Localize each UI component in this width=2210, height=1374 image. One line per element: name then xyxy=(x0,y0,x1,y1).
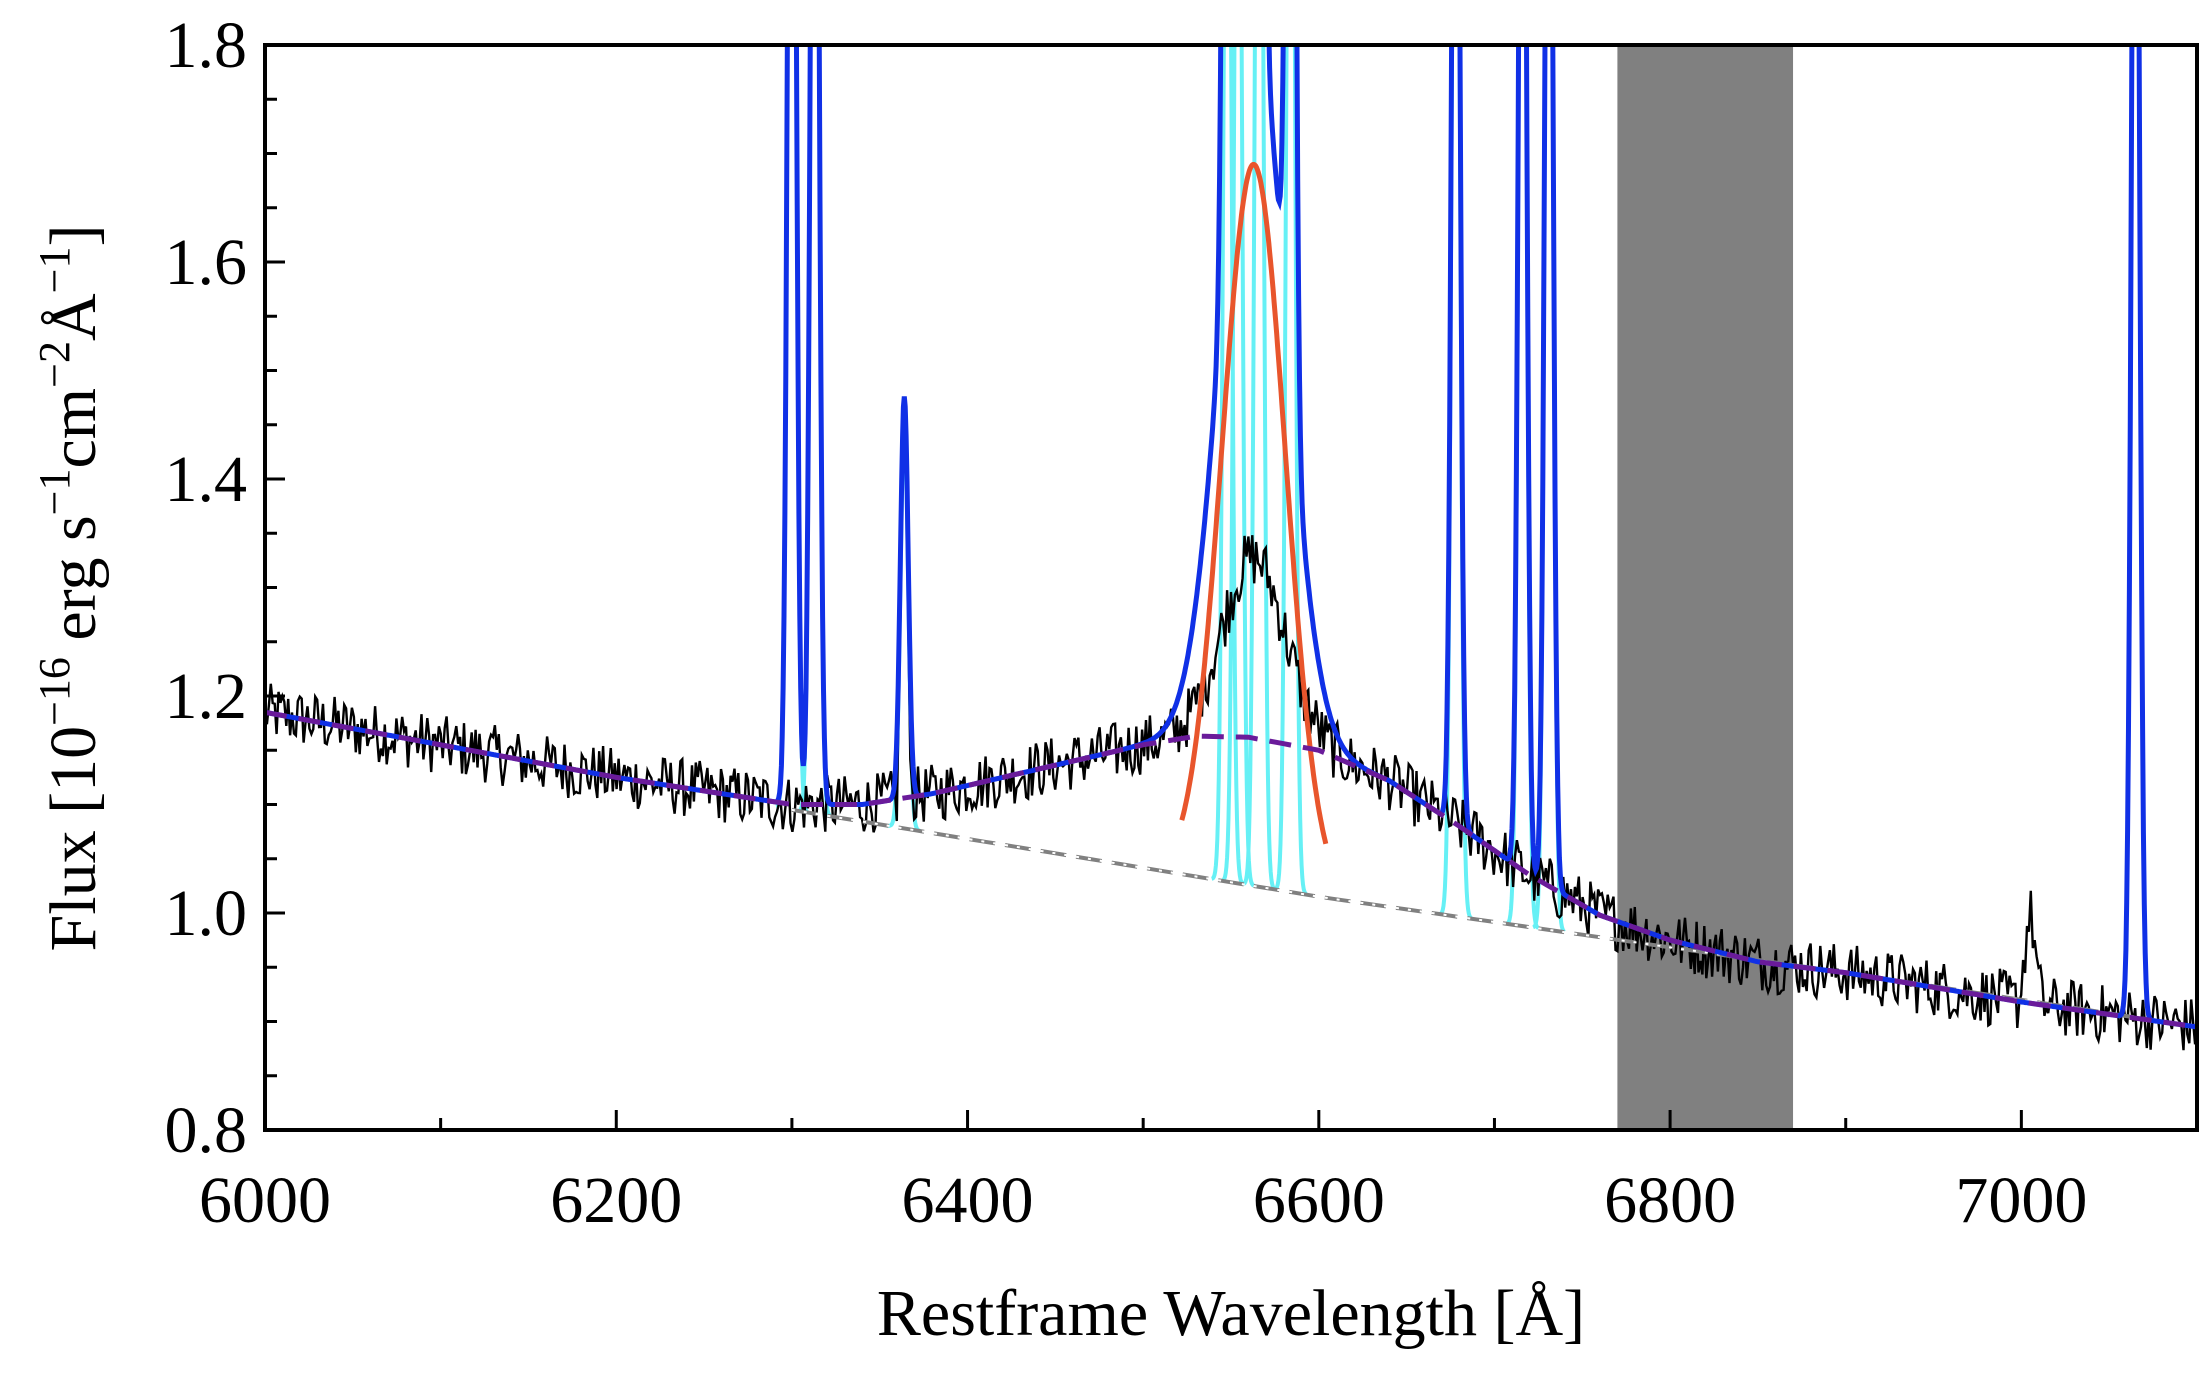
plot-area xyxy=(265,45,2197,1130)
x-tick-label: 6000 xyxy=(199,1164,331,1237)
y-tick-label: 1.4 xyxy=(165,443,248,516)
y-tick-label: 1.8 xyxy=(165,9,248,82)
y-tick-label: 1.2 xyxy=(165,660,248,733)
x-tick-label: 6600 xyxy=(1253,1164,1385,1237)
x-axis-title: Restframe Wavelength [Å] xyxy=(877,1277,1585,1350)
h-alpha-broad-component-line xyxy=(1179,161,1329,845)
continuum-line xyxy=(791,807,2197,1029)
x-tick-label: 6400 xyxy=(902,1164,1034,1237)
x-tick-label: 7000 xyxy=(1955,1164,2087,1237)
axis-tick-labels: 6000 6200 6400 6600 6800 7000 0.8 1.0 1.2 1.4 1.6 1… xyxy=(165,9,2088,1237)
axis-ticks xyxy=(263,43,2199,1132)
y-axis-title: Flux [10−16 erg s−1cm−2Å−1] xyxy=(30,225,110,952)
broad-component-dashed-line xyxy=(265,709,2197,1030)
x-tick-label: 6200 xyxy=(550,1164,682,1237)
y-tick-label: 0.8 xyxy=(165,1094,248,1167)
y-tick-label: 1.0 xyxy=(165,877,248,950)
x-tick-label: 6800 xyxy=(1604,1164,1736,1237)
y-tick-label: 1.6 xyxy=(165,226,248,299)
